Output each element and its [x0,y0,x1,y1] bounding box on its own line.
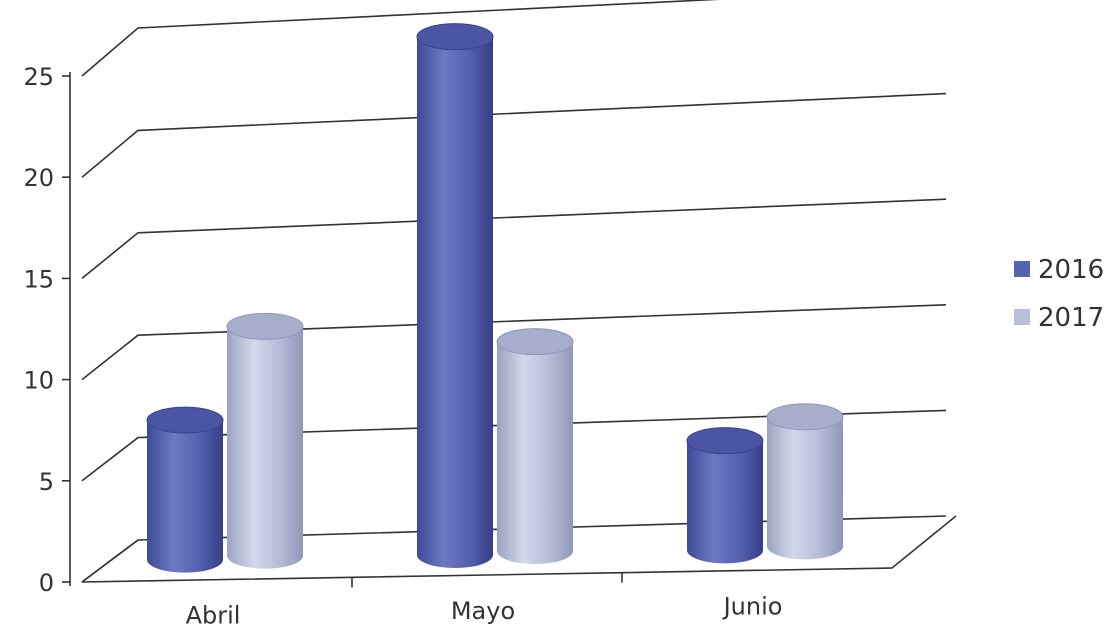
bar-body [147,420,223,573]
legend-label: 2017 [1038,303,1104,333]
bar-abril-2017 [226,312,304,569]
y-tick-label: 5 [39,468,54,496]
bar-body [497,341,573,564]
gridline [81,198,947,280]
gridlines [81,0,947,583]
gridline [81,409,947,482]
bars [146,23,844,573]
x-tick-label: Mayo [451,597,515,625]
bar-top [146,406,224,434]
bar-junio-2016 [686,427,764,564]
bar-body [227,326,303,569]
bar-body [417,36,493,568]
legend: 2016 2017 [1014,255,1104,333]
bar-top [686,427,764,455]
bar-top [766,403,844,431]
axis-labels: 0 5 10 15 20 25 Abril Mayo Junio [23,63,782,630]
bar-junio-2017 [766,403,844,560]
bar-top [416,23,494,51]
y-tick-label: 20 [23,164,54,192]
y-tick-label: 25 [23,63,54,91]
legend-swatch [1014,309,1030,325]
y-tick-label: 15 [23,265,54,293]
legend-item-2017: 2017 [1014,303,1104,333]
legend-label: 2016 [1038,255,1104,285]
bar-top [496,328,574,356]
bar-body [687,440,763,564]
y-tick-label: 10 [23,367,54,395]
bar-top [226,312,304,340]
bar-mayo-2016 [416,23,494,568]
x-tick-label: Junio [722,592,783,620]
bar-mayo-2017 [496,328,574,564]
bar-abril-2016 [146,406,224,573]
legend-item-2016: 2016 [1014,255,1104,285]
bar-body [767,416,843,560]
gridline [81,92,947,178]
gridline [81,304,947,381]
y-tick-label: 0 [39,569,54,597]
gridline [81,0,720,77]
legend-swatch [1014,261,1030,277]
axes [62,72,957,588]
x-tick-label: Abril [186,602,241,630]
